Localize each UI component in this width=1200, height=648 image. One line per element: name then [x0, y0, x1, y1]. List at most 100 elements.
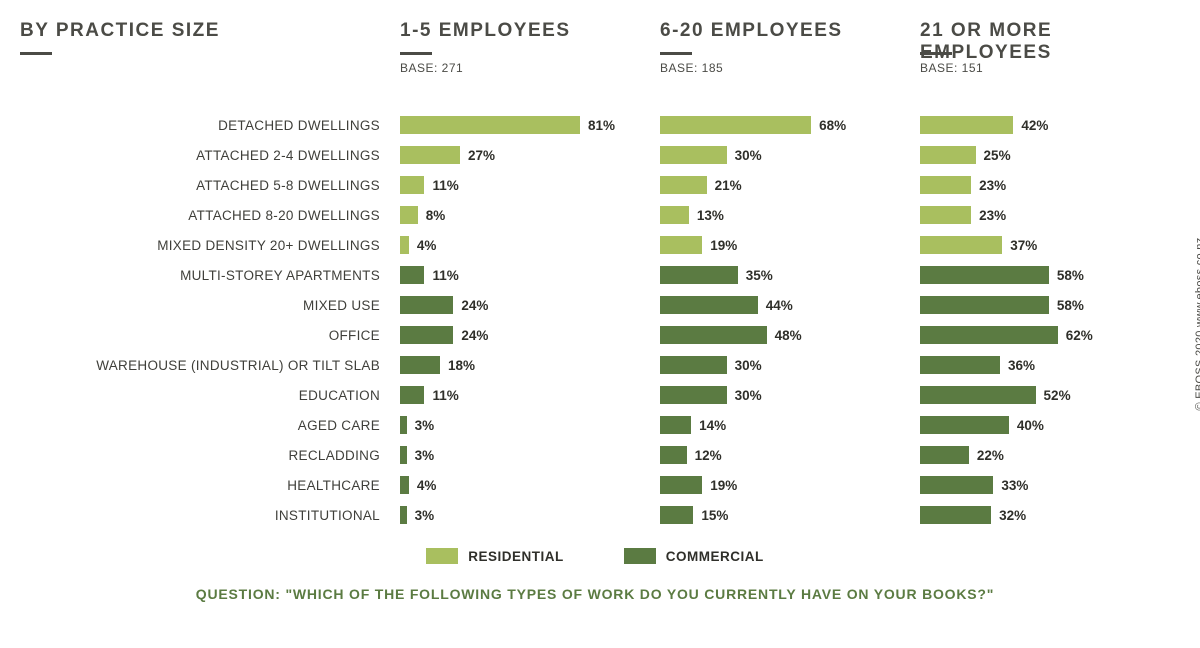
bar-value: 21% [715, 178, 742, 193]
bar-value: 12% [695, 448, 722, 463]
row-label: AGED CARE [20, 410, 390, 440]
bar [660, 176, 707, 194]
bar-row: 4% [400, 470, 650, 500]
bar [400, 326, 453, 344]
bar-row: 37% [920, 230, 1170, 260]
bar [400, 296, 453, 314]
credit-text: © EBOSS 2020 www.eboss.co.nz [1194, 237, 1200, 410]
bar-value: 3% [415, 508, 435, 523]
bar-row: 14% [660, 410, 910, 440]
bar [920, 296, 1049, 314]
column-underline [400, 52, 432, 55]
bar-value: 81% [588, 118, 615, 133]
bar-row: 52% [920, 380, 1170, 410]
column-2-base: BASE: 185 [660, 61, 910, 83]
bar-value: 13% [697, 208, 724, 223]
bar-row: 25% [920, 140, 1170, 170]
bar-row: 24% [400, 320, 650, 350]
bar-value: 42% [1021, 118, 1048, 133]
bar [660, 356, 727, 374]
bar-value: 68% [819, 118, 846, 133]
bar-value: 19% [710, 238, 737, 253]
bar-row: 19% [660, 230, 910, 260]
bar-value: 4% [417, 478, 437, 493]
bar [660, 386, 727, 404]
bar [920, 176, 971, 194]
bar-row: 23% [920, 200, 1170, 230]
bar-value: 30% [735, 148, 762, 163]
bar-row: 12% [660, 440, 910, 470]
bar-row: 44% [660, 290, 910, 320]
bar-value: 22% [977, 448, 1004, 463]
bar-row: 33% [920, 470, 1170, 500]
bar-value: 4% [417, 238, 437, 253]
row-label: RECLADDING [20, 440, 390, 470]
bar [400, 116, 580, 134]
column-1-header: 1-5 EMPLOYEES [400, 20, 650, 46]
bar-value: 24% [461, 298, 488, 313]
row-label: INSTITUTIONAL [20, 500, 390, 530]
bar [400, 266, 424, 284]
row-label: WAREHOUSE (INDUSTRIAL) OR TILT SLAB [20, 350, 390, 380]
bar-row: 23% [920, 170, 1170, 200]
bar [660, 206, 689, 224]
bar [400, 146, 460, 164]
column-3-base: BASE: 151 [920, 61, 1170, 83]
bar-value: 23% [979, 208, 1006, 223]
bar [660, 446, 687, 464]
bar-row: 68% [660, 110, 910, 140]
bar-row: 27% [400, 140, 650, 170]
bar [660, 476, 702, 494]
bar-value: 52% [1044, 388, 1071, 403]
bar [660, 146, 727, 164]
bar-row: 42% [920, 110, 1170, 140]
bar [660, 296, 758, 314]
bar-row: 19% [660, 470, 910, 500]
question-text: QUESTION: "WHICH OF THE FOLLOWING TYPES … [20, 586, 1170, 602]
bar-row: 36% [920, 350, 1170, 380]
bar-value: 30% [735, 388, 762, 403]
row-label: HEALTHCARE [20, 470, 390, 500]
bar-row: 11% [400, 380, 650, 410]
bar-row: 18% [400, 350, 650, 380]
bar [920, 236, 1002, 254]
bar [400, 446, 407, 464]
bar [920, 266, 1049, 284]
bar-value: 44% [766, 298, 793, 313]
section-title: BY PRACTICE SIZE [20, 20, 390, 46]
legend: RESIDENTIAL COMMERCIAL [20, 548, 1170, 564]
bar-row: 21% [660, 170, 910, 200]
bar [920, 386, 1036, 404]
bar-row: 3% [400, 440, 650, 470]
bar [920, 206, 971, 224]
column-2-header: 6-20 EMPLOYEES [660, 20, 910, 46]
chart: BY PRACTICE SIZE DETACHED DWELLINGSATTAC… [20, 20, 1170, 530]
bar-row: 15% [660, 500, 910, 530]
bar-value: 25% [984, 148, 1011, 163]
bar-value: 58% [1057, 298, 1084, 313]
bar [400, 506, 407, 524]
bar-value: 8% [426, 208, 446, 223]
row-label: ATTACHED 5-8 DWELLINGS [20, 170, 390, 200]
bar-value: 14% [699, 418, 726, 433]
column-1-base: BASE: 271 [400, 61, 650, 83]
bar [920, 476, 993, 494]
column-1: 1-5 EMPLOYEES BASE: 271 81%27%11%8%4%11%… [390, 20, 650, 530]
title-underline [20, 52, 52, 55]
bar-value: 11% [432, 388, 458, 403]
bar-row: 3% [400, 500, 650, 530]
bar [920, 506, 991, 524]
bar-value: 32% [999, 508, 1026, 523]
bar-row: 30% [660, 350, 910, 380]
bar [400, 416, 407, 434]
legend-swatch-residential [426, 548, 458, 564]
row-label: ATTACHED 8-20 DWELLINGS [20, 200, 390, 230]
bar-value: 37% [1010, 238, 1037, 253]
bar-row: 32% [920, 500, 1170, 530]
bar-row: 58% [920, 260, 1170, 290]
bar [920, 116, 1013, 134]
column-3: 21 OR MORE EMPLOYEES BASE: 151 42%25%23%… [910, 20, 1170, 530]
bar [660, 506, 693, 524]
bar [400, 236, 409, 254]
bar-value: 62% [1066, 328, 1093, 343]
